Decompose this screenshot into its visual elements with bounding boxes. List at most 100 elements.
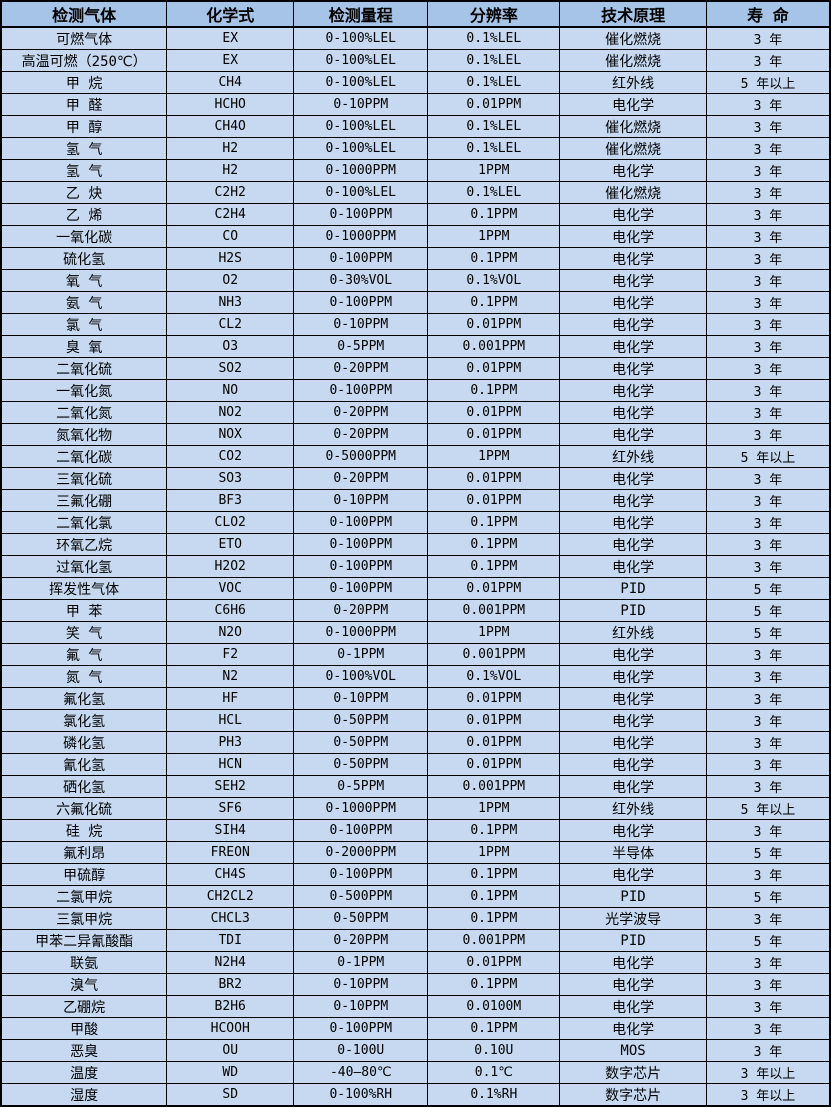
table-cell: 3 年 xyxy=(705,467,831,490)
table-cell: 0-100PPM xyxy=(293,1017,429,1040)
table-cell: 0-10PPM xyxy=(293,973,429,996)
table-cell: OU xyxy=(166,1039,295,1062)
table-cell: 0.001PPM xyxy=(427,335,561,358)
table-cell: 3 年 xyxy=(705,181,831,204)
table-cell: 5 年 xyxy=(705,577,831,600)
table-cell: 硅 烷 xyxy=(0,819,168,842)
table-cell: 3 年 xyxy=(705,291,831,314)
table-cell: 0-1000PPM xyxy=(293,797,429,820)
table-cell: 1PPM xyxy=(427,159,561,182)
table-cell: SIH4 xyxy=(166,819,295,842)
table-cell: 电化学 xyxy=(559,951,707,974)
table-row: 磷化氢 PH3 0-50PPM 0.01PPM 电化学 3 年 xyxy=(0,731,831,754)
table-cell: 电化学 xyxy=(559,753,707,776)
table-cell: 0-30%VOL xyxy=(293,269,429,292)
column-header-4: 技术原理 xyxy=(559,0,707,28)
table-cell: 5 年 xyxy=(705,599,831,622)
table-cell: 1PPM xyxy=(427,841,561,864)
table-cell: EX xyxy=(166,26,295,50)
table-cell: 二氧化碳 xyxy=(0,445,168,468)
table-cell: 0-50PPM xyxy=(293,709,429,732)
table-row: 挥发性气体 VOC 0-100PPM 0.01PPM PID 5 年 xyxy=(0,577,831,600)
table-row: 氢 气 H2 0-100%LEL 0.1%LEL 催化燃烧 3 年 xyxy=(0,137,831,160)
table-cell: 0.1PPM xyxy=(427,511,561,534)
table-cell: SO2 xyxy=(166,357,295,380)
table-cell: 电化学 xyxy=(559,665,707,688)
table-cell: 3 年 xyxy=(705,555,831,578)
table-row: 三氯甲烷 CHCL3 0-50PPM 0.1PPM 光学波导 3 年 xyxy=(0,907,831,930)
table-cell: 甲 烷 xyxy=(0,71,168,94)
table-cell: 0-100PPM xyxy=(293,511,429,534)
table-cell: C6H6 xyxy=(166,599,295,622)
table-row: 甲 苯 C6H6 0-20PPM 0.001PPM PID 5 年 xyxy=(0,599,831,622)
table-cell: 0-5PPM xyxy=(293,335,429,358)
table-cell: N2H4 xyxy=(166,951,295,974)
table-cell: 3 年 xyxy=(705,269,831,292)
table-row: 甲苯二异氰酸酯 TDI 0-20PPM 0.001PPM PID 5 年 xyxy=(0,929,831,952)
table-cell: 0-10PPM xyxy=(293,489,429,512)
table-cell: 3 年 xyxy=(705,709,831,732)
table-cell: 3 年 xyxy=(705,819,831,842)
table-cell: 温度 xyxy=(0,1061,168,1084)
table-cell: PID xyxy=(559,577,707,600)
table-cell: 0-100%LEL xyxy=(293,26,429,50)
table-cell: 红外线 xyxy=(559,445,707,468)
table-cell: F2 xyxy=(166,643,295,666)
table-cell: 0-20PPM xyxy=(293,929,429,952)
table-cell: 湿度 xyxy=(0,1083,168,1107)
table-cell: 0-10PPM xyxy=(293,313,429,336)
table-cell: 1PPM xyxy=(427,621,561,644)
table-cell: HCL xyxy=(166,709,295,732)
table-cell: 0.0100M xyxy=(427,995,561,1018)
table-cell: 0-20PPM xyxy=(293,401,429,424)
table-cell: PID xyxy=(559,929,707,952)
table-row: 恶臭 OU 0-100U 0.10U MOS 3 年 xyxy=(0,1039,831,1062)
table-cell: 乙 烯 xyxy=(0,203,168,226)
table-cell: 催化燃烧 xyxy=(559,137,707,160)
table-cell: H2S xyxy=(166,247,295,270)
table-cell: 3 年 xyxy=(705,907,831,930)
table-cell: 甲 醇 xyxy=(0,115,168,138)
table-cell: O2 xyxy=(166,269,295,292)
table-cell: 电化学 xyxy=(559,489,707,512)
table-cell: 氮氧化物 xyxy=(0,423,168,446)
table-cell: 5 年 xyxy=(705,929,831,952)
table-cell: 3 年 xyxy=(705,379,831,402)
table-cell: 0.10U xyxy=(427,1039,561,1062)
table-cell: 3 年 xyxy=(705,401,831,424)
table-cell: 0.01PPM xyxy=(427,731,561,754)
table-cell: 电化学 xyxy=(559,555,707,578)
table-cell: 0-100PPM xyxy=(293,247,429,270)
table-cell: 0.1%LEL xyxy=(427,181,561,204)
table-cell: O3 xyxy=(166,335,295,358)
table-cell: 0.1%VOL xyxy=(427,269,561,292)
table-cell: 恶臭 xyxy=(0,1039,168,1062)
table-cell: 1PPM xyxy=(427,445,561,468)
table-cell: HCOOH xyxy=(166,1017,295,1040)
table-cell: CO xyxy=(166,225,295,248)
table-cell: 数字芯片 xyxy=(559,1061,707,1084)
table-cell: 电化学 xyxy=(559,159,707,182)
table-cell: H2 xyxy=(166,137,295,160)
table-cell: PH3 xyxy=(166,731,295,754)
table-cell: 0-1PPM xyxy=(293,643,429,666)
table-cell: 电化学 xyxy=(559,1017,707,1040)
table-row: 乙 烯 C2H4 0-100PPM 0.1PPM 电化学 3 年 xyxy=(0,203,831,226)
table-row: 二氧化氮 NO2 0-20PPM 0.01PPM 电化学 3 年 xyxy=(0,401,831,424)
table-cell: SF6 xyxy=(166,797,295,820)
table-cell: 电化学 xyxy=(559,643,707,666)
table-row: 硒化氢 SEH2 0-5PPM 0.001PPM 电化学 3 年 xyxy=(0,775,831,798)
table-cell: 3 年 xyxy=(705,489,831,512)
table-cell: 电化学 xyxy=(559,731,707,754)
table-cell: 0.1PPM xyxy=(427,885,561,908)
table-cell: 三氧化硫 xyxy=(0,467,168,490)
table-cell: 0-10PPM xyxy=(293,687,429,710)
table-cell: 0-50PPM xyxy=(293,731,429,754)
table-cell: 二氯甲烷 xyxy=(0,885,168,908)
table-cell: 0.001PPM xyxy=(427,775,561,798)
table-cell: ETO xyxy=(166,533,295,556)
table-cell: 电化学 xyxy=(559,313,707,336)
table-cell: 红外线 xyxy=(559,797,707,820)
table-cell: CLO2 xyxy=(166,511,295,534)
table-cell: 0-1000PPM xyxy=(293,225,429,248)
